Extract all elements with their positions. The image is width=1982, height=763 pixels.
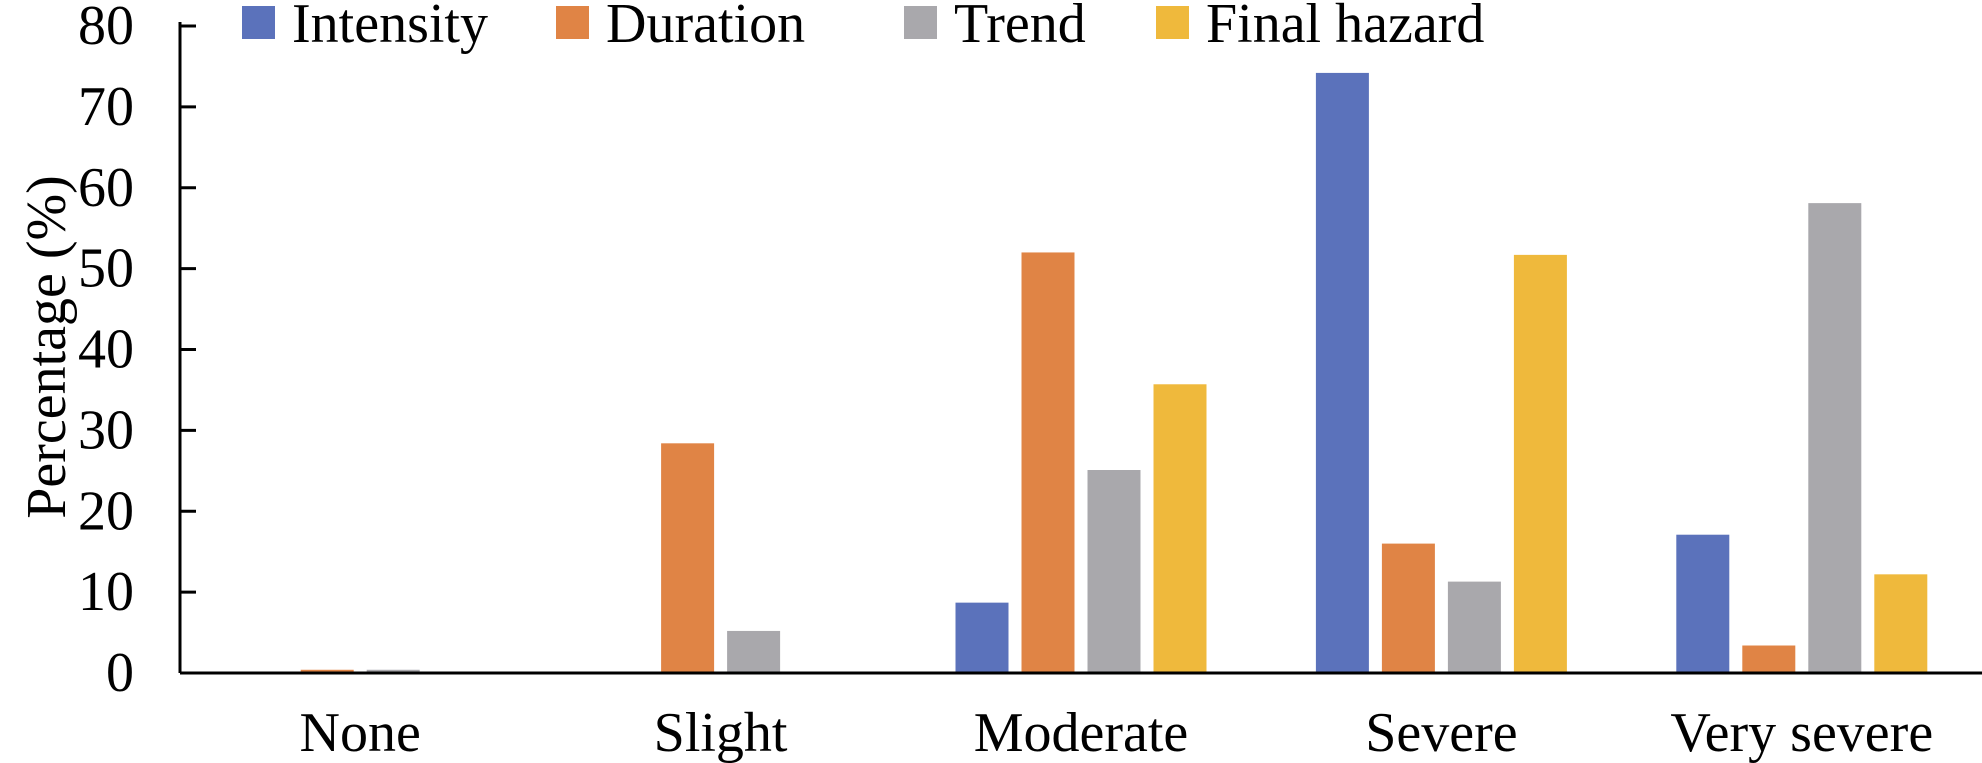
- bar-final-hazard-severe: [1513, 254, 1567, 673]
- bar-duration-slight: [661, 443, 715, 673]
- bars: [300, 72, 1928, 674]
- legend-swatch: [1156, 6, 1189, 39]
- bar-intensity-very-severe: [1676, 534, 1730, 673]
- legend-swatch: [904, 6, 937, 39]
- legend-label: Trend: [954, 0, 1086, 55]
- legend-label: Intensity: [292, 0, 488, 55]
- y-tick-label: 60: [78, 157, 134, 219]
- bar-trend-slight: [727, 630, 781, 673]
- bar-intensity-moderate: [955, 602, 1009, 673]
- legend-swatch: [242, 6, 275, 39]
- bar-final-hazard-very-severe: [1874, 574, 1928, 673]
- bar-duration-very-severe: [1742, 645, 1796, 673]
- y-tick-label: 50: [78, 238, 134, 300]
- y-tick-label: 40: [78, 319, 134, 381]
- x-tick-label: Severe: [1365, 702, 1517, 763]
- x-tick-label: None: [300, 702, 421, 763]
- x-tick-label: Slight: [654, 702, 788, 763]
- legend-item-final-hazard: Final hazard: [1156, 0, 1484, 55]
- y-tick-label: 10: [78, 561, 134, 623]
- bar-duration-moderate: [1021, 252, 1075, 673]
- legend: Intensity Duration Trend Final hazard: [242, 0, 1484, 55]
- y-tick-label: 70: [78, 76, 134, 138]
- x-axis: None Slight Moderate Severe Very severe: [180, 671, 1982, 763]
- bar-final-hazard-moderate: [1153, 384, 1207, 673]
- bar-trend-severe: [1447, 581, 1501, 673]
- legend-item-intensity: Intensity: [242, 0, 488, 55]
- y-tick-label: 0: [106, 642, 134, 704]
- legend-label: Final hazard: [1206, 0, 1484, 55]
- legend-label: Duration: [606, 0, 805, 55]
- x-tick-label: Very severe: [1670, 702, 1933, 763]
- x-tick-label: Moderate: [974, 702, 1189, 763]
- legend-swatch: [556, 6, 589, 39]
- legend-item-trend: Trend: [904, 0, 1086, 55]
- bar-intensity-severe: [1315, 72, 1369, 674]
- y-tick-label: 80: [78, 0, 134, 57]
- bar-trend-very-severe: [1808, 203, 1862, 673]
- legend-item-duration: Duration: [556, 0, 805, 55]
- y-tick-label: 30: [78, 399, 134, 461]
- bar-duration-none: [300, 669, 354, 673]
- bar-trend-none: [366, 669, 420, 673]
- y-tick-label: 20: [78, 480, 134, 542]
- bar-trend-moderate: [1087, 470, 1141, 673]
- y-axis-title: Percentage (%): [16, 175, 78, 519]
- bar-duration-severe: [1381, 543, 1435, 673]
- y-axis: 0 10 20 30 40 50 60 70 80: [78, 0, 196, 704]
